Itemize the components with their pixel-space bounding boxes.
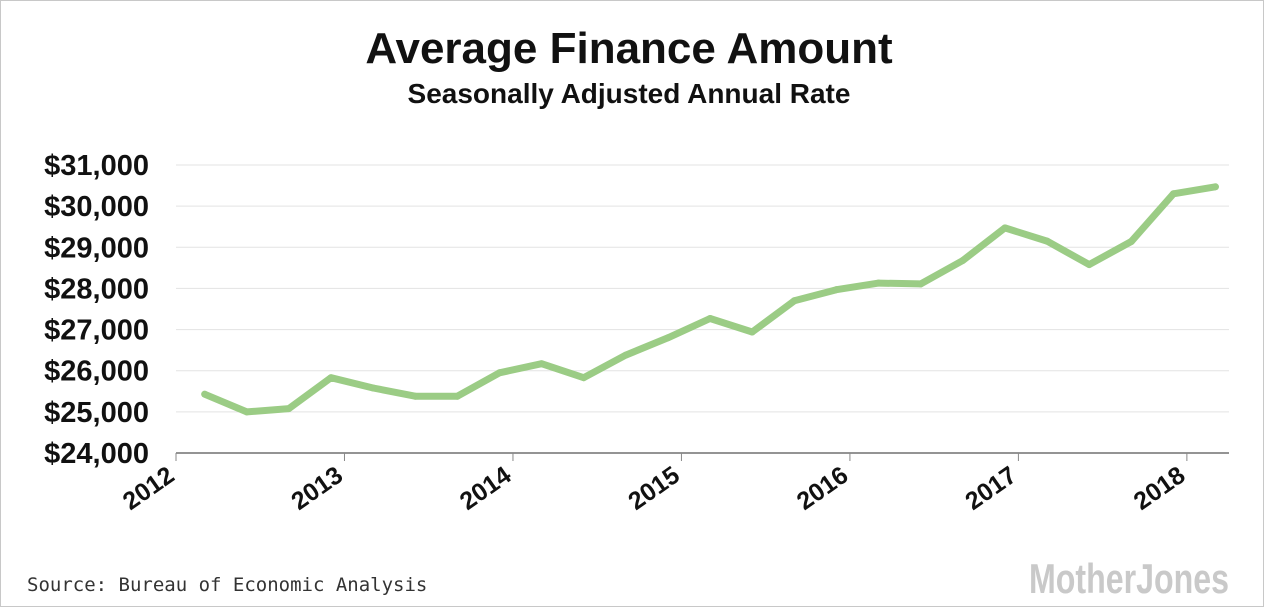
y-tick-label: $28,000	[44, 273, 149, 305]
y-tick-label: $27,000	[44, 315, 149, 347]
data-point	[832, 286, 840, 294]
data-point	[1043, 237, 1051, 245]
y-axis-ticks: $24,000 $25,000 $26,000 $27,000 $28,000 $29,0…	[44, 150, 149, 470]
x-tick-label: 2016	[792, 461, 854, 516]
data-point	[580, 374, 588, 382]
data-point	[706, 314, 714, 322]
y-tick-label: $26,000	[44, 356, 149, 388]
x-tick-label: 2015	[623, 461, 685, 516]
data-point	[622, 351, 630, 359]
data-point	[1001, 224, 1009, 232]
x-tick-label: 2017	[960, 461, 1022, 516]
data-point	[411, 392, 419, 400]
x-tick-label: 2018	[1129, 461, 1191, 516]
y-tick-label: $24,000	[44, 438, 149, 470]
data-point	[453, 392, 461, 400]
data-point	[1212, 183, 1220, 191]
data-point	[959, 256, 967, 264]
y-tick-label: $29,000	[44, 232, 149, 264]
series-line	[203, 183, 1217, 416]
data-point	[201, 390, 209, 398]
series-layer	[201, 183, 1220, 416]
y-tick-label: $25,000	[44, 397, 149, 429]
data-point	[1127, 238, 1135, 246]
data-point	[1169, 190, 1177, 198]
data-point	[917, 280, 925, 288]
brand-logo: MotherJones	[1029, 555, 1229, 602]
data-point	[243, 408, 251, 416]
data-point	[495, 369, 503, 377]
data-point	[748, 328, 756, 336]
x-axis-ticks: 2012 2013 2014 2015 2016 2017 2018	[118, 452, 1229, 516]
grid-lines	[176, 164, 1229, 413]
x-tick-label: 2014	[455, 461, 517, 516]
y-tick-label: $31,000	[44, 150, 149, 182]
y-tick-label: $30,000	[44, 191, 149, 223]
data-point	[664, 334, 672, 342]
chart-subtitle: Seasonally Adjusted Annual Rate	[408, 78, 851, 109]
data-point	[1085, 261, 1093, 269]
chart-title: Average Finance Amount	[365, 24, 893, 73]
data-point	[369, 384, 377, 392]
source-note: Source: Bureau of Economic Analysis	[27, 574, 427, 596]
data-point	[790, 297, 798, 305]
data-point	[875, 279, 883, 287]
x-tick-label: 2013	[286, 461, 348, 516]
data-point	[327, 374, 335, 382]
data-point	[285, 405, 293, 413]
data-point	[538, 360, 546, 368]
